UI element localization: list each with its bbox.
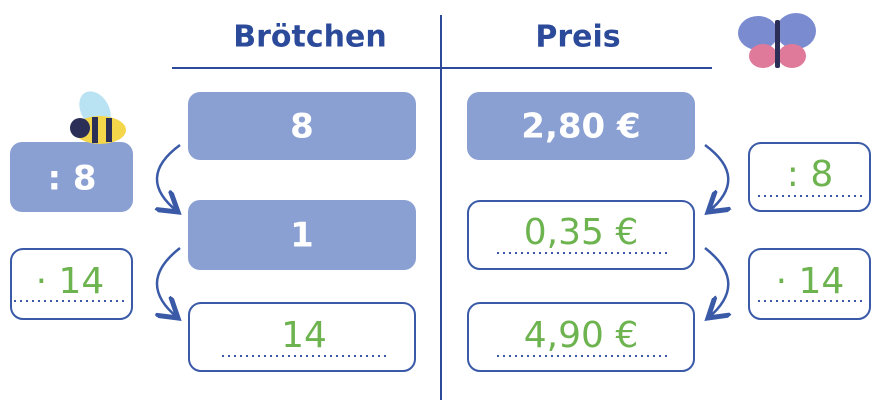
answer: 14 [281, 315, 327, 356]
worksheet: Brötchen Preis 8 2,80 € 1 0,35 € 14 4,90… [0, 0, 872, 403]
answer: 0,35 € [524, 212, 639, 253]
answer: 4,90 € [524, 315, 639, 356]
arrow [705, 145, 728, 212]
arrow [705, 248, 728, 318]
operator-text: · 14 [36, 261, 105, 302]
operator-text: : 8 [47, 159, 96, 199]
header-right: Preis [535, 20, 620, 55]
cell-text: 1 [290, 216, 314, 256]
arrow [157, 145, 180, 212]
arrow [157, 248, 180, 318]
operator-text: · 14 [776, 261, 845, 302]
header-left: Brötchen [233, 20, 386, 55]
cell-text: 8 [290, 107, 314, 147]
cell-text: 2,80 € [521, 107, 640, 147]
operator-text: : 8 [787, 154, 833, 195]
bee [70, 86, 126, 144]
butterfly [738, 13, 816, 68]
